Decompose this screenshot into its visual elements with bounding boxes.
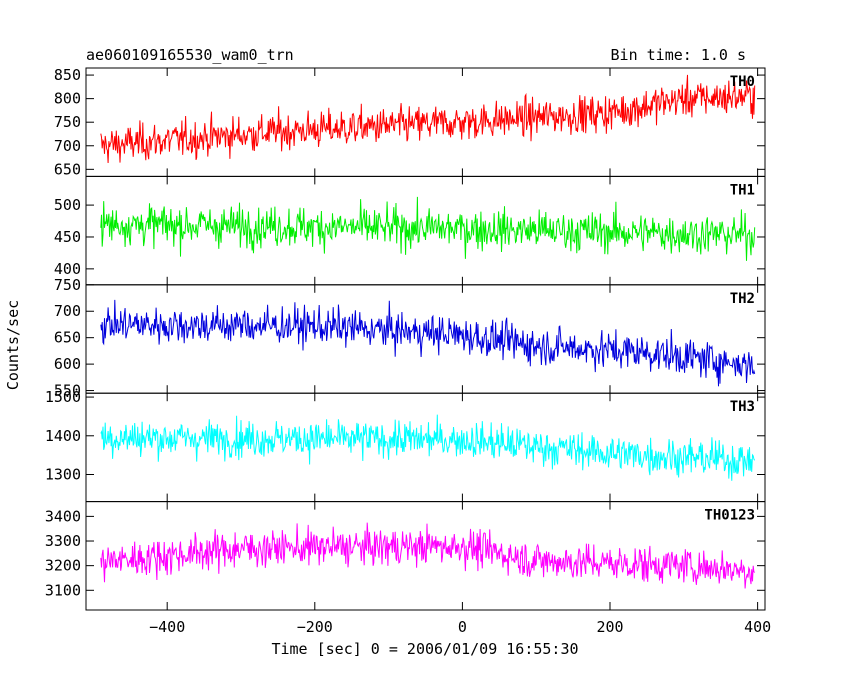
y-tick-label: 700 — [54, 137, 81, 155]
y-tick-label: 1500 — [45, 388, 81, 406]
y-tick-label: 3300 — [45, 532, 81, 550]
y-tick-label: 600 — [54, 355, 81, 373]
panels-group: 650 700 750 800 850 TH0 400 450 500 TH1 550 600 650 7… — [45, 66, 771, 636]
y-axis-label: Counts/sec — [4, 300, 22, 390]
y-tick-label: 650 — [54, 329, 81, 347]
y-tick-label: 500 — [54, 196, 81, 214]
y-tick-label: 3200 — [45, 557, 81, 575]
y-tick-label: 750 — [54, 276, 81, 294]
y-tick-label: 1400 — [45, 427, 81, 445]
series-line-th1 — [100, 196, 756, 261]
panel-label-th3: TH3 — [730, 399, 755, 415]
y-tick-label: 3400 — [45, 507, 81, 525]
chart-title-left: ae060109165530_wam0_trn — [86, 46, 294, 64]
series-line-th2 — [100, 299, 756, 387]
x-tick-label: −200 — [297, 618, 333, 636]
chart-title-right: Bin time: 1.0 s — [611, 46, 746, 64]
series-line-th0123 — [100, 522, 756, 589]
panel-frame-th2 — [85, 284, 766, 394]
x-tick-label: 200 — [596, 618, 623, 636]
x-tick-label: −400 — [149, 618, 185, 636]
panel-label-th0: TH0 — [730, 74, 755, 90]
panel-label-th2: TH2 — [730, 291, 755, 307]
x-tick-label: 400 — [744, 618, 771, 636]
y-tick-label: 700 — [54, 302, 81, 320]
y-tick-label: 650 — [54, 160, 81, 178]
panel-frame-th0123 — [85, 501, 766, 611]
x-axis-label: Time [sec] 0 = 2006/01/09 16:55:30 — [271, 640, 578, 658]
panel-label-th0123: TH0123 — [704, 508, 755, 524]
x-tick-label: 0 — [458, 618, 467, 636]
series-line-th3 — [100, 414, 756, 481]
y-tick-label: 400 — [54, 260, 81, 278]
series-line-th0 — [100, 74, 756, 164]
y-tick-label: 1300 — [45, 466, 81, 484]
y-tick-label: 750 — [54, 113, 81, 131]
panel-label-th1: TH1 — [730, 182, 755, 198]
y-tick-label: 800 — [54, 90, 81, 108]
y-tick-label: 550 — [54, 382, 81, 400]
y-tick-label: 450 — [54, 228, 81, 246]
y-tick-label: 850 — [54, 66, 81, 84]
y-tick-label: 3100 — [45, 581, 81, 599]
panel-frame-th3 — [85, 392, 766, 503]
